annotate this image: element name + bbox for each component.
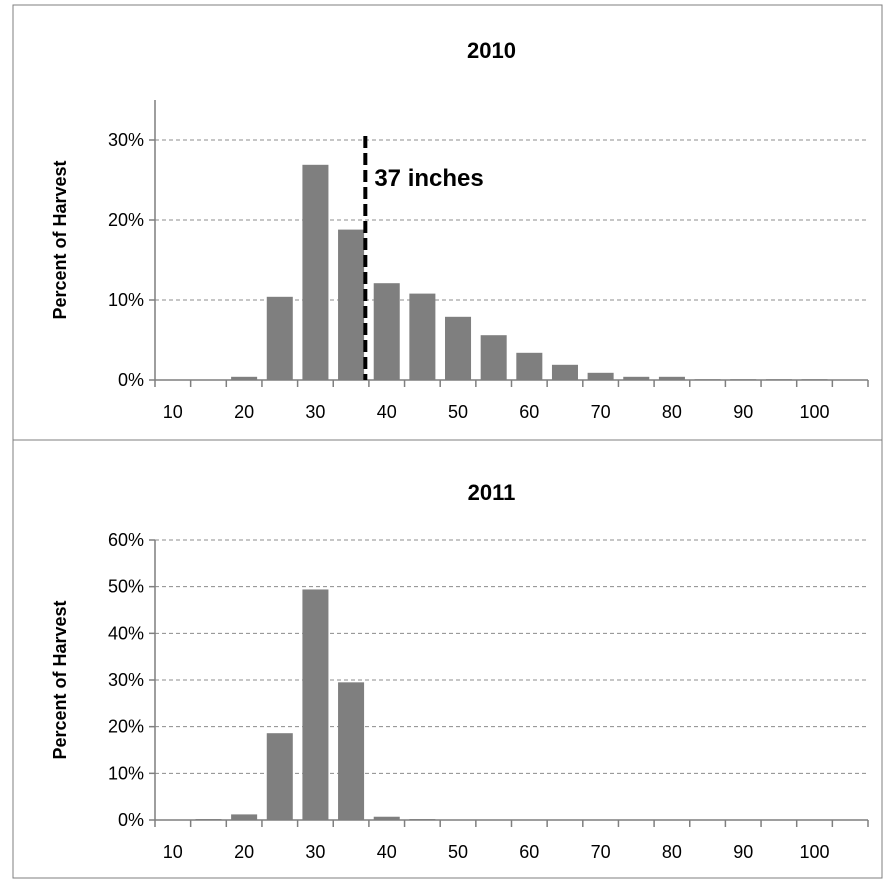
y-tick-label: 0% xyxy=(118,810,144,830)
bar xyxy=(409,294,435,380)
x-tick-label: 30 xyxy=(305,842,325,862)
x-tick-label: 60 xyxy=(519,842,539,862)
x-tick-label: 100 xyxy=(800,842,830,862)
x-tick-label: 70 xyxy=(591,842,611,862)
axes-2010 xyxy=(149,100,868,387)
chart-2010: 2010 Percent of Harvest 0% 10% 20% 30% 10 20… xyxy=(13,5,882,440)
bar xyxy=(338,682,364,820)
chart-title-2011: 2011 xyxy=(468,480,516,505)
x-tick-label: 90 xyxy=(733,842,753,862)
bar xyxy=(445,317,471,380)
x-tick-label: 80 xyxy=(662,402,682,422)
bar xyxy=(231,814,257,820)
reference-line-label: 37 inches xyxy=(374,165,483,192)
x-tick-label: 70 xyxy=(591,402,611,422)
x-tick-label: 20 xyxy=(234,842,254,862)
bar xyxy=(267,733,293,820)
x-tick-label: 40 xyxy=(377,402,397,422)
bar xyxy=(552,365,578,380)
y-tick-label: 30% xyxy=(108,130,144,150)
x-tick-label: 40 xyxy=(377,842,397,862)
y-tick-label: 10% xyxy=(108,290,144,310)
y-tick-labels-2010: 0% 10% 20% 30% xyxy=(108,130,144,390)
y-tick-label: 50% xyxy=(108,577,144,597)
y-tick-label: 40% xyxy=(108,623,144,643)
y-axis-label-2011: Percent of Harvest xyxy=(50,600,70,759)
bars-2011 xyxy=(195,589,506,820)
y-axis-label-2010: Percent of Harvest xyxy=(50,160,70,319)
bar xyxy=(302,165,328,380)
axes-2011 xyxy=(149,540,868,827)
x-tick-labels-2010: 10 20 30 40 50 60 70 80 90 100 xyxy=(163,402,830,422)
x-tick-label: 10 xyxy=(163,842,183,862)
grid-lines-2010 xyxy=(155,140,868,300)
bar xyxy=(267,297,293,380)
x-tick-label: 20 xyxy=(234,402,254,422)
bar xyxy=(588,373,614,380)
bar xyxy=(302,589,328,820)
y-tick-label: 0% xyxy=(118,370,144,390)
chart-2011: 2011 Percent of Harvest 0% 10% 20% 30% 40% 50… xyxy=(13,440,882,878)
y-tick-labels-2011: 0% 10% 20% 30% 40% 50% 60% xyxy=(108,530,144,830)
x-tick-label: 100 xyxy=(800,402,830,422)
y-tick-label: 30% xyxy=(108,670,144,690)
x-tick-label: 90 xyxy=(733,402,753,422)
bars-2010 xyxy=(231,165,827,380)
y-tick-label: 20% xyxy=(108,717,144,737)
bar xyxy=(374,283,400,380)
x-tick-label: 50 xyxy=(448,842,468,862)
x-tick-label: 60 xyxy=(519,402,539,422)
x-tick-label: 30 xyxy=(305,402,325,422)
bar xyxy=(338,230,364,380)
x-tick-label: 10 xyxy=(163,402,183,422)
chart-title-2010: 2010 xyxy=(467,38,516,63)
grid-lines-2011 xyxy=(155,540,868,773)
y-tick-label: 10% xyxy=(108,763,144,783)
x-tick-label: 50 xyxy=(448,402,468,422)
x-tick-label: 80 xyxy=(662,842,682,862)
y-tick-label: 60% xyxy=(108,530,144,550)
y-tick-label: 20% xyxy=(108,210,144,230)
x-tick-labels-2011: 10 20 30 40 50 60 70 80 90 100 xyxy=(163,842,830,862)
bar xyxy=(516,353,542,380)
bar xyxy=(481,335,507,380)
